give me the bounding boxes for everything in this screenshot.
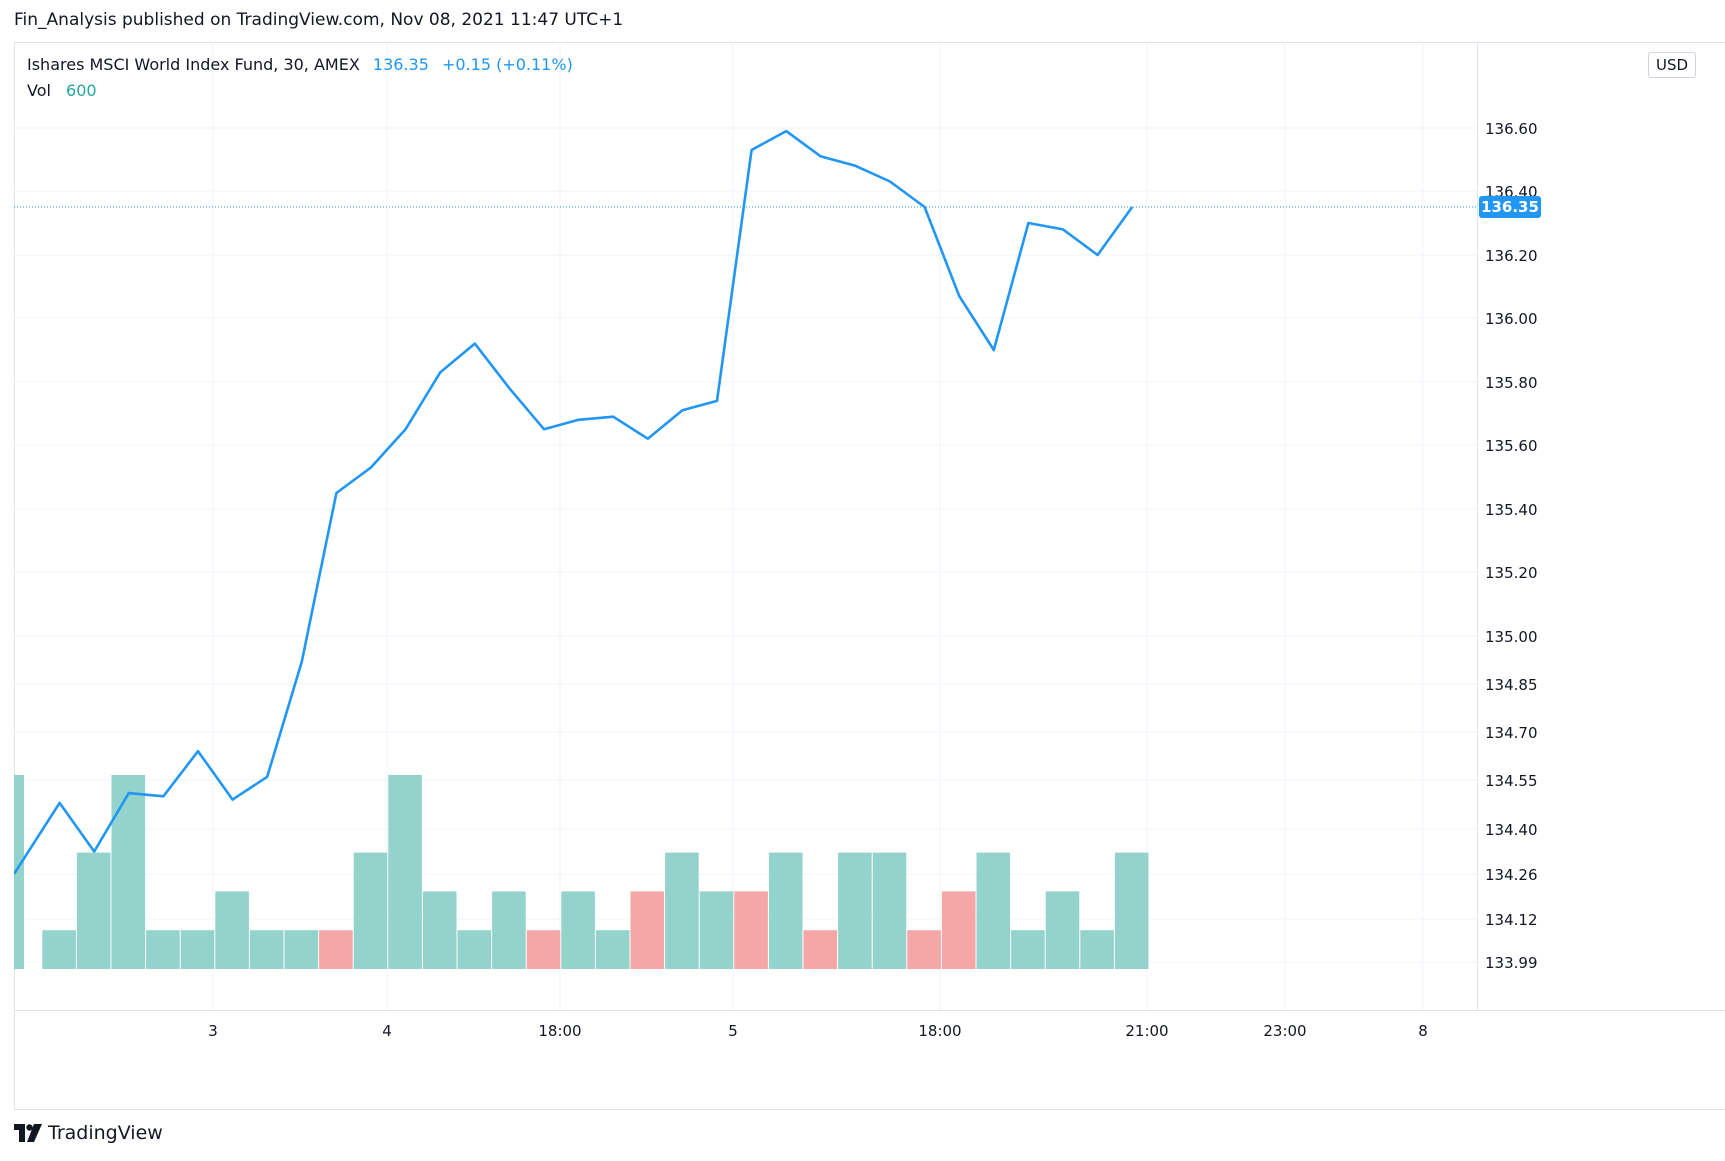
- volume-bar: [1045, 891, 1080, 969]
- volume-bar: [422, 891, 457, 969]
- y-tick-label: 134.12: [1485, 911, 1538, 929]
- y-tick-label: 135.00: [1485, 628, 1538, 646]
- volume-bar: [838, 852, 872, 969]
- last-price-badge-text: 136.35: [1481, 198, 1539, 216]
- x-tick-label: 18:00: [538, 1022, 581, 1040]
- volume-bar: [1080, 930, 1114, 969]
- y-tick-label: 135.60: [1485, 437, 1538, 455]
- y-tick-label: 135.20: [1485, 564, 1538, 582]
- volume-bar: [630, 891, 665, 969]
- volume-bar: [561, 891, 595, 969]
- volume-bar: [111, 775, 146, 969]
- y-axis-labels: 136.60136.40136.20136.00135.80135.60135.…: [1485, 120, 1538, 972]
- volume-bar: [353, 852, 388, 969]
- y-tick-label: 134.85: [1485, 676, 1538, 694]
- volume-bar: [215, 891, 249, 969]
- volume-bar: [14, 775, 24, 969]
- published-line: Fin_Analysis published on TradingView.co…: [14, 10, 624, 30]
- volume-bar: [1114, 852, 1149, 969]
- legend-last-price: 136.35: [372, 55, 429, 74]
- volume-bar: [457, 930, 492, 969]
- volume-bar: [941, 891, 976, 969]
- y-tick-label: 133.99: [1485, 954, 1538, 972]
- y-tick-label: 136.20: [1485, 247, 1538, 265]
- legend-volume-label: Vol: [27, 81, 51, 100]
- x-tick-label: 8: [1418, 1022, 1428, 1040]
- legend-change: +0.15 (+0.11%): [441, 55, 573, 74]
- volume-bar: [1011, 930, 1045, 969]
- y-tick-label: 136.00: [1485, 310, 1538, 328]
- x-tick-label: 4: [382, 1022, 392, 1040]
- volume-bar: [319, 930, 353, 969]
- currency-button[interactable]: USD: [1648, 52, 1696, 78]
- volume-bar: [492, 891, 526, 969]
- legend-volume-value: 600: [66, 81, 97, 100]
- chart-svg[interactable]: 136.60136.40136.20136.00135.80135.60135.…: [14, 42, 1725, 1110]
- volume-bar: [42, 930, 76, 969]
- volume-bar: [872, 852, 907, 969]
- last-price-badge: 136.35: [1479, 196, 1541, 218]
- legend-symbol: Ishares MSCI World Index Fund, 30, AMEX: [27, 55, 360, 74]
- y-tick-label: 134.26: [1485, 866, 1538, 884]
- volume-bar: [526, 930, 561, 969]
- grid: [14, 42, 1477, 1010]
- volume-bar: [699, 891, 734, 969]
- volume-bar: [976, 852, 1011, 969]
- tradingview-brand: TradingView: [48, 1122, 163, 1144]
- volume-bars: [14, 775, 1149, 969]
- volume-bar: [734, 891, 768, 969]
- x-tick-label: 21:00: [1125, 1022, 1168, 1040]
- volume-bar: [284, 930, 319, 969]
- volume-bar: [249, 930, 284, 969]
- x-axis-labels: 3 4 18:00 5 18:00 21:00 23:00 8: [208, 1022, 1428, 1040]
- y-tick-label: 134.55: [1485, 772, 1538, 790]
- x-tick-label: 18:00: [918, 1022, 961, 1040]
- volume-bar: [388, 775, 422, 969]
- volume-bar: [665, 852, 699, 969]
- y-tick-label: 135.40: [1485, 501, 1538, 519]
- tradingview-logo[interactable]: TradingView: [14, 1122, 163, 1144]
- x-tick-label: 3: [208, 1022, 218, 1040]
- legend-symbol-row: Ishares MSCI World Index Fund, 30, AMEX …: [27, 55, 573, 74]
- tradingview-logo-icon: [14, 1124, 42, 1142]
- y-tick-label: 134.70: [1485, 724, 1538, 742]
- legend-volume-row: Vol 600: [27, 81, 97, 100]
- volume-bar: [803, 930, 838, 969]
- volume-bar: [146, 930, 180, 969]
- volume-bar: [768, 852, 803, 969]
- volume-bar: [180, 930, 215, 969]
- chart-border: [14, 42, 1725, 1110]
- volume-bar: [76, 852, 111, 969]
- y-tick-label: 136.60: [1485, 120, 1538, 138]
- volume-bar: [907, 930, 941, 969]
- y-tick-label: 135.80: [1485, 374, 1538, 392]
- x-tick-label: 5: [728, 1022, 738, 1040]
- x-tick-label: 23:00: [1263, 1022, 1306, 1040]
- y-tick-label: 134.40: [1485, 821, 1538, 839]
- volume-bar: [595, 930, 630, 969]
- price-line: [14, 129, 1134, 875]
